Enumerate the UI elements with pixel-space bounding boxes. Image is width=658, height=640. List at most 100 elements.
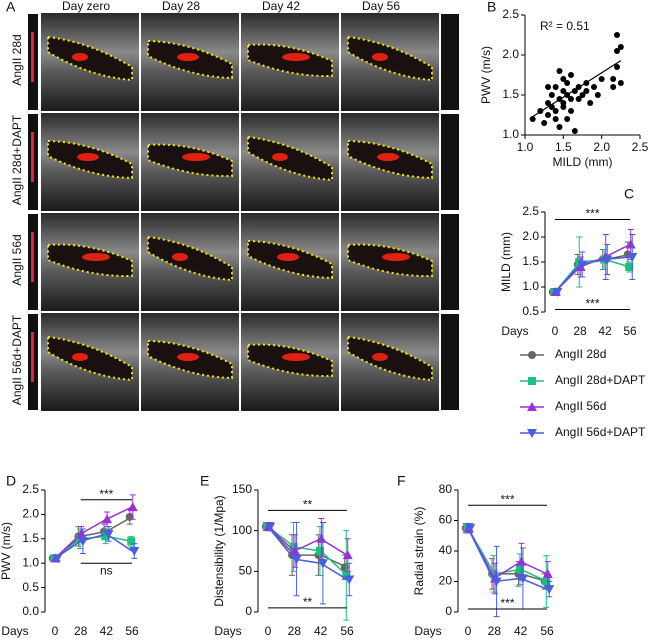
point <box>617 44 624 50</box>
x-axis-label: Days <box>1 624 28 638</box>
colorbar-ramp <box>31 132 34 182</box>
marker <box>265 522 276 532</box>
vessel-outline <box>147 339 233 380</box>
annotation: R² = 0.51 <box>540 19 590 33</box>
marker <box>127 502 138 512</box>
vessel-outline <box>347 139 433 180</box>
marker <box>127 537 136 546</box>
marker <box>542 568 553 578</box>
vessel-outline <box>247 239 333 280</box>
vessel <box>348 37 432 80</box>
point <box>564 116 571 122</box>
column-header: Day 56 <box>362 0 400 13</box>
y-tick-label: 80 <box>439 482 453 496</box>
y-axis-label: PWV (m/s) <box>0 522 13 580</box>
marker <box>627 253 638 262</box>
point <box>529 116 536 122</box>
y-tick-label: 0.5 <box>22 580 39 594</box>
significance-label: ns <box>100 563 113 577</box>
point <box>556 68 563 74</box>
column-header: Day 28 <box>162 0 200 13</box>
series-line <box>467 527 548 590</box>
series-line <box>467 527 548 583</box>
x-tick-label: 42 <box>100 624 114 638</box>
marker <box>290 546 301 555</box>
scale-strip <box>441 214 459 310</box>
point <box>598 76 605 82</box>
y-tick-label: 20 <box>439 574 453 588</box>
x-tick-label: 2.0 <box>593 140 610 154</box>
x-tick-label: 28 <box>573 324 587 338</box>
series-line <box>267 526 348 568</box>
point <box>548 92 555 98</box>
x-tick-label: 0 <box>265 624 272 638</box>
plaque <box>382 253 410 261</box>
x-tick-label: 56 <box>125 624 139 638</box>
legend-label: AngII 28d+DAPT <box>555 373 646 387</box>
trendline <box>532 60 622 118</box>
column-header: Day 42 <box>262 0 300 13</box>
significance-label: *** <box>99 487 113 501</box>
x-tick-label: 56 <box>623 324 637 338</box>
significance-label: *** <box>500 596 514 610</box>
marker <box>317 559 328 569</box>
point <box>552 108 559 114</box>
x-tick-label: 28 <box>74 624 88 638</box>
marker <box>342 571 351 580</box>
marker <box>129 547 140 556</box>
x-tick-label: 2.5 <box>632 140 649 154</box>
point <box>614 32 620 38</box>
marker <box>342 550 353 560</box>
significance-label: *** <box>585 297 599 311</box>
row-label: AngII 56d+DAPT <box>10 314 24 405</box>
plaque <box>377 153 399 161</box>
marker <box>577 260 588 270</box>
y-tick-label: 40 <box>439 543 453 557</box>
y-axis-label: Distensibility (1/Mpa) <box>212 495 226 606</box>
y-tick-label: 1.0 <box>522 279 539 293</box>
marker <box>625 263 634 271</box>
y-tick-label: 1.5 <box>502 87 519 101</box>
y-axis-label: MILD (mm) <box>499 232 513 292</box>
x-tick-label: 1.0 <box>517 140 534 154</box>
y-tick-label: 0.0 <box>22 604 39 618</box>
point <box>560 88 567 94</box>
x-axis-label: Days <box>501 324 528 338</box>
point <box>552 84 559 90</box>
plaque <box>277 253 299 261</box>
marker <box>527 429 537 438</box>
panel-label: D <box>6 473 16 489</box>
point <box>571 128 578 134</box>
y-tick-label: 2.5 <box>22 482 39 496</box>
y-axis-label: PWV (m/s) <box>479 46 493 104</box>
legend-label: AngII 28d <box>555 347 606 361</box>
y-tick-label: 60 <box>439 513 453 527</box>
marker <box>101 532 110 541</box>
significance-label: ** <box>303 595 313 609</box>
colorbar-ramp <box>31 332 34 382</box>
marker <box>602 255 613 265</box>
marker <box>491 577 502 587</box>
plaque <box>372 53 388 61</box>
series-line <box>467 527 548 583</box>
marker <box>528 351 536 359</box>
point <box>591 84 597 90</box>
y-tick-label: 1.0 <box>502 127 519 141</box>
x-axis-label: Days <box>414 624 441 638</box>
series-line <box>554 258 631 293</box>
point <box>568 108 574 114</box>
legend-label: AngII 56d <box>555 399 606 413</box>
point <box>568 72 574 78</box>
y-tick-label: 1.0 <box>22 555 39 569</box>
series-line <box>54 533 133 559</box>
series-line <box>267 526 348 556</box>
y-tick-label: 1.5 <box>22 531 39 545</box>
y-tick-label: 50 <box>239 564 253 578</box>
marker <box>515 565 524 574</box>
marker <box>527 402 537 411</box>
plaque <box>82 253 110 261</box>
y-tick-label: 2.5 <box>522 204 539 218</box>
marker <box>102 514 113 524</box>
x-tick-label: 42 <box>598 324 612 338</box>
point <box>556 124 563 130</box>
